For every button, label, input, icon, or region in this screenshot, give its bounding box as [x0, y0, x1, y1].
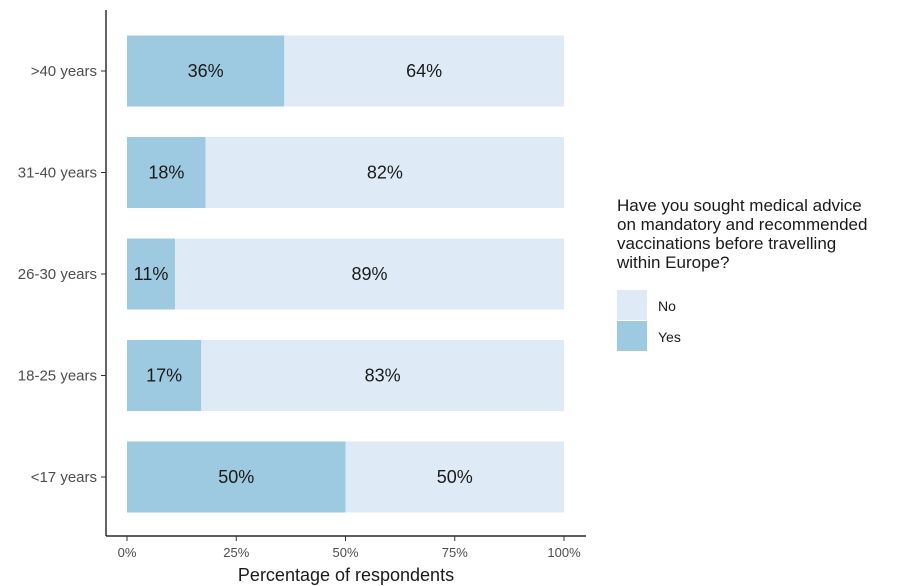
- bar-label-yes: 18%: [148, 163, 184, 183]
- category-label: <17 years: [31, 469, 97, 486]
- bars-group: [127, 35, 565, 513]
- bar-label-no: 83%: [365, 366, 401, 386]
- y-ticks-group: >40 years 31-40 years 26-30 years 18-25 yea…: [18, 63, 106, 486]
- bar-label-no: 64%: [406, 61, 442, 81]
- bar-yes: [127, 340, 202, 411]
- x-ticks-group: 0% 25% 50% 75% 100%: [118, 536, 581, 560]
- category-label: >40 years: [31, 63, 97, 80]
- bar-label-yes: 11%: [134, 264, 169, 284]
- legend-label-yes: Yes: [658, 329, 681, 345]
- bar-label-no: 89%: [352, 264, 388, 284]
- legend-title-line: Have you sought medical advice: [617, 196, 862, 215]
- category-label: 31-40 years: [18, 165, 97, 182]
- bar-yes: [127, 35, 285, 107]
- legend-title-line: vaccinations before travelling: [617, 234, 836, 253]
- x-tick-label: 75%: [442, 545, 468, 560]
- category-label: 18-25 years: [18, 368, 97, 385]
- legend-swatch-no: [617, 290, 647, 320]
- legend-title: Have you sought medical advice on mandat…: [616, 196, 872, 272]
- x-tick-label: 25%: [223, 545, 249, 560]
- bar-label-yes: 36%: [188, 61, 224, 81]
- bar-yes: [127, 238, 176, 310]
- bar-no: [175, 238, 564, 310]
- legend-title-line: within Europe?: [616, 253, 729, 272]
- bar-no: [205, 137, 564, 208]
- x-tick-label: 0%: [118, 545, 137, 560]
- category-label: 26-30 years: [18, 266, 97, 283]
- bar-label-no: 50%: [437, 467, 473, 487]
- bar-yes: [127, 441, 346, 513]
- legend: Have you sought medical advice on mandat…: [616, 196, 872, 351]
- x-tick-label: 50%: [332, 545, 358, 560]
- bar-label-yes: 50%: [218, 467, 254, 487]
- x-axis-title: Percentage of respondents: [238, 565, 454, 585]
- bar-no: [201, 340, 565, 411]
- legend-title-line: on mandatory and recommended: [617, 215, 867, 234]
- bar-no: [284, 35, 564, 107]
- legend-label-no: No: [658, 298, 676, 314]
- bar-labels-group: 36% 64% 18% 82% 11% 89% 17% 83% 50% 50%: [134, 61, 473, 487]
- bar-no: [345, 441, 564, 513]
- legend-swatch-yes: [617, 321, 647, 351]
- bar-label-no: 82%: [367, 163, 403, 183]
- bar-yes: [127, 137, 206, 208]
- x-tick-label: 100%: [547, 545, 581, 560]
- bar-label-yes: 17%: [146, 366, 182, 386]
